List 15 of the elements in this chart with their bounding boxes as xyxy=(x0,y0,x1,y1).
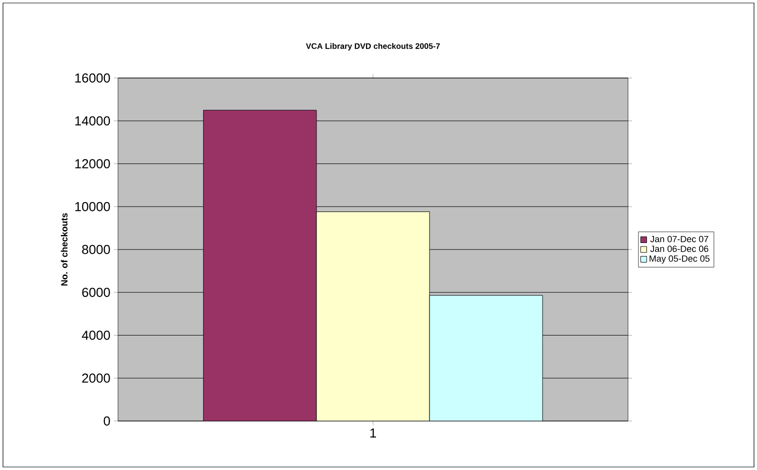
y-tick-label: 4000 xyxy=(82,330,110,340)
y-tick-label: 8000 xyxy=(82,244,110,254)
x-tick-label: 1 xyxy=(370,428,376,438)
y-tick-label: 14000 xyxy=(75,116,110,126)
y-tick-label: 6000 xyxy=(82,288,110,297)
y-tick-label: 12000 xyxy=(75,159,110,168)
legend-label: May 05-Dec 05 xyxy=(650,255,710,264)
y-tick-label: 16000 xyxy=(75,73,110,83)
legend-label: Jan 06-Dec 06 xyxy=(650,246,708,252)
legend-label: Jan 07-Dec 07 xyxy=(650,236,708,242)
y-tick-label: 0 xyxy=(104,416,110,426)
chart-title: VCA Library DVD checkouts 2005-7 xyxy=(306,43,440,50)
y-axis-title: No. of checkouts xyxy=(60,213,68,286)
y-tick-label: 2000 xyxy=(82,374,110,383)
y-tick-label: 10000 xyxy=(75,202,110,212)
